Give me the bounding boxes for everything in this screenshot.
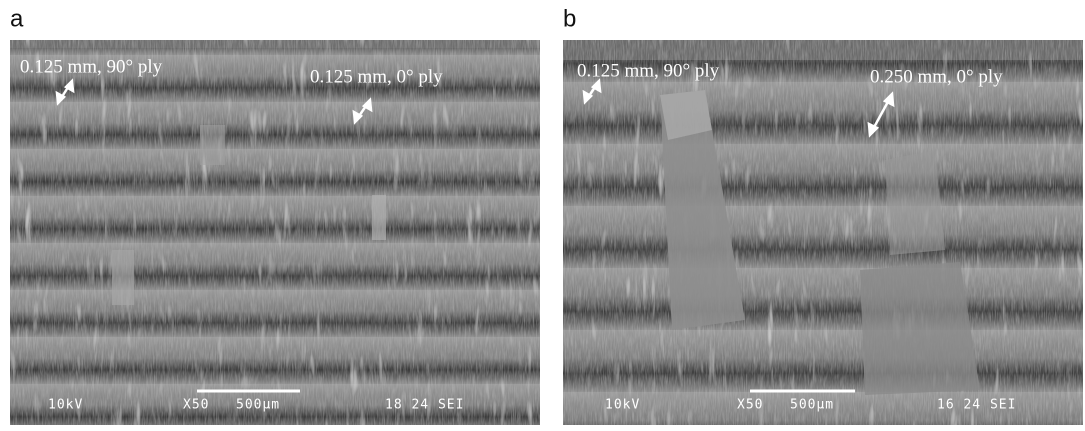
- panel-label: a: [10, 5, 24, 32]
- info-voltage: 10kV: [48, 398, 83, 413]
- figure-svg: a 0.125 mm, 90° ply 0.125 mm, 0° ply 10k…: [0, 0, 1085, 431]
- annotation: 0.250 mm, 0° ply: [870, 66, 1003, 87]
- figure: a 0.125 mm, 90° ply 0.125 mm, 0° ply 10k…: [0, 0, 1085, 431]
- annotation: 0.125 mm, 0° ply: [310, 66, 443, 87]
- annotation: 0.125 mm, 90° ply: [20, 56, 163, 77]
- info-scale: 500μm: [236, 398, 280, 413]
- sem-image: [10, 40, 540, 431]
- info-scale: 500μm: [790, 398, 834, 413]
- sem-image: [563, 40, 1083, 431]
- info-voltage: 10kV: [605, 398, 640, 413]
- info-magnification: X50: [737, 398, 763, 413]
- info-magnification: X50: [183, 398, 209, 413]
- info-code: 16 24 SEI: [937, 398, 1016, 413]
- panel-label: b: [563, 5, 576, 32]
- info-code: 18 24 SEI: [385, 398, 464, 413]
- annotation: 0.125 mm, 90° ply: [577, 60, 720, 81]
